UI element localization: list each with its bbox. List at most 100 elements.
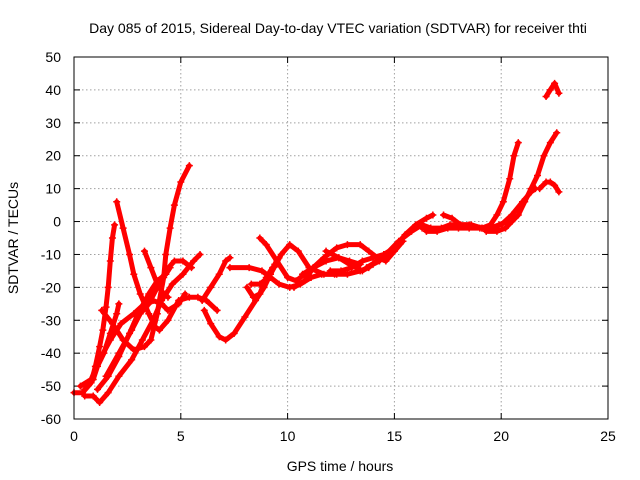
data-point <box>200 306 208 314</box>
data-point <box>536 185 544 193</box>
y-tick-label: -10 <box>41 246 61 262</box>
data-point <box>258 267 266 275</box>
data-point <box>501 224 509 232</box>
series-23 <box>440 211 473 229</box>
data-point <box>136 290 144 298</box>
data-point <box>119 224 127 232</box>
y-tick-label: -50 <box>41 378 61 394</box>
data-point <box>108 234 116 242</box>
data-point <box>301 277 309 285</box>
data-point <box>508 211 516 219</box>
data-point <box>128 356 136 364</box>
data-point <box>422 227 430 235</box>
data-point <box>497 221 505 229</box>
data-point <box>166 264 174 272</box>
series-line <box>201 242 340 343</box>
data-point <box>546 139 554 147</box>
data-point <box>108 320 116 328</box>
data-point <box>290 283 298 291</box>
y-tick-label: 40 <box>45 82 61 98</box>
data-point <box>365 247 373 255</box>
data-point <box>440 211 448 219</box>
data-point <box>158 297 166 305</box>
data-point <box>76 382 84 390</box>
data-point <box>155 326 163 334</box>
data-point <box>418 224 426 232</box>
data-point <box>164 316 172 324</box>
data-point <box>395 237 403 245</box>
y-tick-label: -20 <box>41 279 61 295</box>
data-point <box>551 79 559 87</box>
data-point <box>106 329 114 337</box>
data-point <box>245 264 253 272</box>
data-point <box>162 250 170 258</box>
data-point <box>104 372 112 380</box>
data-point <box>457 221 465 229</box>
data-point <box>96 399 104 407</box>
data-point <box>241 313 249 321</box>
y-tick-label: 0 <box>53 214 61 230</box>
data-point <box>226 264 234 272</box>
data-point <box>343 241 351 249</box>
x-tick-label: 20 <box>493 428 509 444</box>
data-point <box>190 257 198 265</box>
data-point <box>369 254 377 262</box>
data-point <box>81 392 89 400</box>
data-point <box>145 300 153 308</box>
data-point <box>540 152 548 160</box>
data-point <box>508 218 516 226</box>
data-point <box>215 333 223 341</box>
data-point <box>510 152 518 160</box>
data-point <box>506 175 514 183</box>
data-point <box>407 227 415 235</box>
data-point <box>256 280 264 288</box>
data-point <box>256 234 264 242</box>
data-point <box>81 385 89 393</box>
y-tick-label: 30 <box>45 115 61 131</box>
data-point <box>115 372 123 380</box>
data-point <box>89 392 97 400</box>
data-point <box>309 264 317 272</box>
data-point <box>294 247 302 255</box>
series-line <box>537 179 562 195</box>
data-point <box>96 343 104 351</box>
series-3 <box>81 300 123 393</box>
data-point <box>318 270 326 278</box>
data-point <box>164 293 172 301</box>
data-point <box>284 273 292 281</box>
data-point <box>99 326 107 334</box>
y-tick-label: 20 <box>45 148 61 164</box>
data-point <box>226 254 234 262</box>
data-point <box>104 389 112 397</box>
data-point <box>487 221 495 229</box>
data-point <box>555 188 563 196</box>
data-point <box>177 178 185 186</box>
data-point <box>358 257 366 265</box>
data-point <box>519 198 527 206</box>
data-point <box>322 257 330 265</box>
data-point <box>164 306 172 314</box>
data-point <box>382 250 390 258</box>
data-point <box>553 129 561 137</box>
data-point <box>185 293 193 301</box>
data-point <box>478 224 486 232</box>
data-point <box>247 280 255 288</box>
data-point <box>147 264 155 272</box>
data-point <box>273 257 281 265</box>
data-point <box>292 277 300 285</box>
data-point <box>348 264 356 272</box>
data-point <box>104 283 112 291</box>
data-point <box>98 306 106 314</box>
data-point <box>499 198 507 206</box>
x-tick-label: 0 <box>70 428 78 444</box>
y-tick-label: -60 <box>41 411 61 427</box>
data-point <box>93 362 101 370</box>
data-point <box>542 92 550 100</box>
series-19 <box>326 211 437 275</box>
data-point <box>153 280 161 288</box>
data-point <box>482 227 490 235</box>
data-point <box>175 297 183 305</box>
y-axis-label: SDTVAR / TECUs <box>5 182 21 294</box>
data-point <box>170 257 178 265</box>
data-point <box>194 293 202 301</box>
